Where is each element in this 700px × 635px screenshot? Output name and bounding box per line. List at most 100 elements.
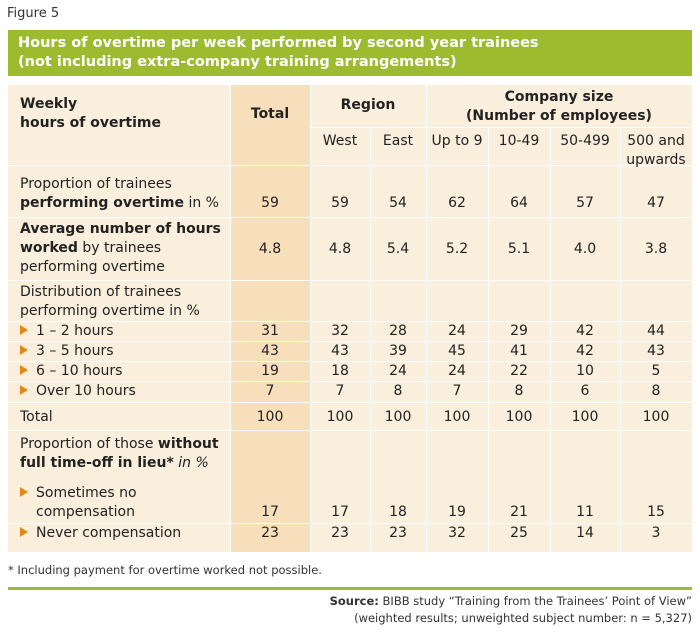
row-label-without-line2: full time-off in lieu* in % — [20, 454, 219, 473]
value-cell-west: 7 — [335, 383, 345, 399]
row-label-average-rest2: by trainees — [77, 240, 162, 256]
value-cell-50-499: 6 — [580, 383, 590, 399]
sometimes-line2: compensation — [36, 504, 135, 520]
row-label-average-line3: performing overtime — [20, 259, 165, 275]
row-label-distribution-line2: performing overtime in % — [20, 303, 200, 319]
row-label-without-bold1: without — [157, 436, 219, 452]
arrow-right-icon — [20, 325, 28, 335]
row-label-proportion-rest: in % — [184, 195, 219, 211]
row-label-proportion: Proportion of trainees performing overti… — [20, 175, 219, 213]
value-cell-10-49: 5.1 — [507, 241, 531, 257]
value-cell-10-49: 41 — [510, 343, 528, 359]
total-column-highlight — [230, 85, 310, 552]
col-header-east: East — [382, 133, 414, 149]
value-cell-total: 31 — [261, 323, 279, 339]
row-divider — [8, 321, 692, 322]
value-cell-west: 43 — [331, 343, 349, 359]
value-cell-50-499: 4.0 — [573, 241, 597, 257]
value-cell-east: 39 — [389, 343, 407, 359]
source-line1: Source: BIBB study “Training from the Tr… — [330, 593, 692, 610]
value-cell-total: 59 — [261, 195, 279, 211]
value-cell-up-to-9: 45 — [448, 343, 466, 359]
row-header-line2: hours of overtime — [20, 115, 161, 131]
row-divider — [8, 217, 692, 218]
arrow-right-icon — [20, 345, 28, 355]
row-header-line1: Weekly — [20, 96, 78, 112]
region-header: Region — [340, 97, 396, 113]
value-cell-west: 32 — [331, 323, 349, 339]
table-title-line1: Hours of overtime per week performed by … — [18, 35, 539, 51]
col-header-500-line2: upwards — [626, 152, 686, 168]
table-title-line2: (not including extra-company training ar… — [18, 54, 457, 70]
row-label-average-line1: Average number of hours — [20, 221, 221, 237]
table-title: Hours of overtime per week performed by … — [8, 30, 692, 76]
source-note: Source: BIBB study “Training from the Tr… — [330, 593, 692, 627]
value-cell-10-49: 25 — [510, 525, 528, 541]
row-label-without-bold2: full time-off in lieu* — [20, 455, 174, 471]
row-divider — [8, 381, 692, 382]
total-header: Total — [250, 106, 290, 122]
value-cell-total: 43 — [261, 343, 279, 359]
value-cell-total: 19 — [261, 363, 279, 379]
row-label-total: Total — [20, 409, 53, 425]
row-label-average: Average number of hours worked by traine… — [20, 220, 221, 277]
value-cell-total: 4.8 — [258, 241, 282, 257]
col-header-500-upwards: 500 and upwards — [620, 132, 692, 170]
row-label-over-10-hours: Over 10 hours — [20, 382, 136, 401]
value-cell-east: 24 — [389, 363, 407, 379]
value-cell-west: 100 — [326, 409, 354, 425]
sometimes-line1: Sometimes no — [20, 484, 137, 503]
row-label-proportion-line1: Proportion of trainees — [20, 176, 172, 192]
row-label-distribution-line1: Distribution of trainees — [20, 284, 182, 300]
value-cell-east: 23 — [389, 525, 407, 541]
value-cell-500-upwards: 100 — [642, 409, 670, 425]
value-cell-west: 18 — [331, 363, 349, 379]
row-label-without-text1: Proportion of those — [20, 436, 158, 452]
value-cell-50-499: 42 — [576, 343, 594, 359]
row-divider — [8, 523, 692, 524]
arrow-right-icon — [20, 527, 28, 537]
value-cell-500-upwards: 3 — [651, 525, 661, 541]
column-divider — [620, 127, 621, 552]
row-label-without: Proportion of those without full time-of… — [20, 435, 219, 473]
row-label-1-2-hours: 1 – 2 hours — [20, 322, 114, 341]
col-header-up-to-9: Up to 9 — [431, 133, 483, 149]
row-label-average-line2: worked by trainees — [20, 239, 221, 258]
value-cell-50-499: 10 — [576, 363, 594, 379]
row-label-sometimes-no-compensation: Sometimes no compensation — [20, 484, 137, 522]
value-cell-10-49: 100 — [505, 409, 533, 425]
col-header-west: West — [322, 133, 358, 149]
row-header-label: Weekly hours of overtime — [20, 95, 161, 133]
row-label-proportion-line2: performing overtime in % — [20, 194, 219, 213]
row-label-6-10-hours: 6 – 10 hours — [20, 362, 122, 381]
arrow-right-icon — [20, 487, 28, 497]
value-cell-west: 59 — [331, 195, 349, 211]
item-label: 3 – 5 hours — [36, 343, 114, 359]
arrow-right-icon — [20, 365, 28, 375]
col-header-50-499: 50-499 — [560, 133, 610, 149]
value-cell-10-49: 29 — [510, 323, 528, 339]
value-cell-up-to-9: 24 — [448, 363, 466, 379]
company-size-line2: (Number of employees) — [466, 108, 652, 124]
company-size-line1: Company size — [504, 89, 614, 105]
company-size-header: Company size (Number of employees) — [426, 88, 692, 126]
column-divider — [310, 85, 311, 552]
row-label-never-compensation: Never compensation — [20, 524, 181, 543]
figure-label: Figure 5 — [7, 6, 60, 21]
header-subdivider — [310, 127, 692, 128]
value-cell-up-to-9: 7 — [452, 383, 462, 399]
item-label: Over 10 hours — [36, 383, 136, 399]
source-label: Source: — [329, 594, 379, 608]
value-cell-500-upwards: 5 — [651, 363, 661, 379]
value-cell-500-upwards: 43 — [647, 343, 665, 359]
value-cell-west: 23 — [331, 525, 349, 541]
value-cell-10-49: 21 — [510, 504, 528, 520]
value-cell-50-499: 42 — [576, 323, 594, 339]
value-cell-10-49: 22 — [510, 363, 528, 379]
value-cell-total: 7 — [265, 383, 275, 399]
value-cell-500-upwards: 8 — [651, 383, 661, 399]
row-label-proportion-bold: performing overtime — [20, 195, 185, 211]
row-divider — [8, 341, 692, 342]
row-divider — [8, 280, 692, 281]
column-divider — [230, 85, 231, 552]
